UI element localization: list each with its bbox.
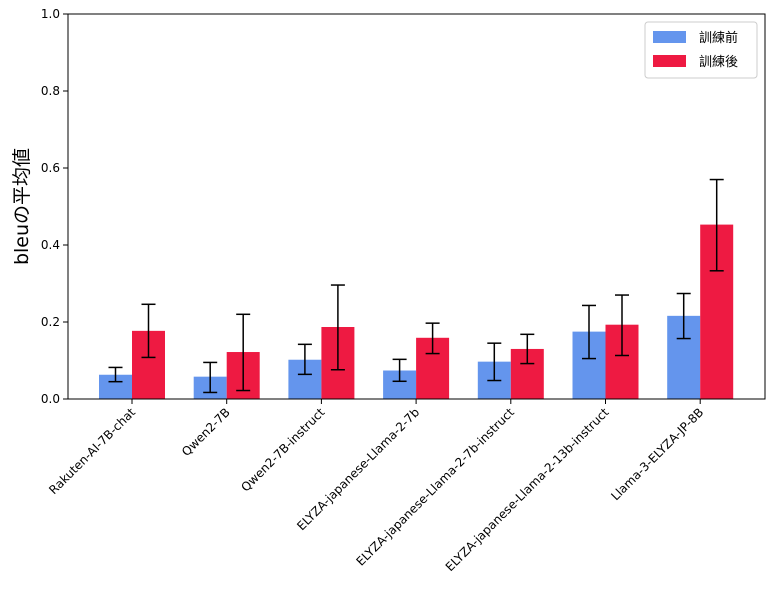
x-tick-label: Rakuten-AI-7B-chat [46,405,138,497]
error-bar-0-6 [676,292,691,340]
error-bar-0-0 [108,366,123,383]
x-tick-label: ELYZA-japanese-Llama-2-7b-instruct [353,405,517,569]
error-bar-1-6 [709,178,724,272]
y-ticks: 0.0 0.2 0.4 0.6 0.8 1.0 [41,7,68,406]
error-bar-0-3 [392,358,407,383]
error-bar-1-0 [141,303,156,359]
error-bar-1-1 [236,313,251,392]
error-bar-1-2 [330,284,345,371]
y-tick-label: 0.2 [41,315,60,329]
legend-swatch-0 [653,31,686,43]
error-bar-1-4 [520,333,535,365]
y-axis-label: bleuの平均値 [11,148,33,265]
y-tick-label: 0.0 [41,392,60,406]
y-tick-label: 0.8 [41,84,60,98]
bars-layer [99,224,734,399]
legend-swatch-1 [653,55,686,67]
x-tick-label: ELYZA-japanese-Llama-2-13b-instruct [443,405,612,574]
y-tick-label: 1.0 [41,7,60,21]
y-tick-label: 0.4 [41,238,60,252]
x-tick-label: Qwen2-7B [179,405,233,459]
x-tick-label: Llama-3-ELYZA-JP-8B [608,405,706,503]
error-bar-0-1 [203,361,218,394]
error-bar-0-5 [582,304,596,360]
legend-label-0: 訓練前 [699,30,738,46]
x-tick-label: Qwen2-7B-instruct [238,405,327,494]
error-bar-0-4 [487,342,502,382]
error-bar-0-2 [297,343,312,376]
legend-label-1: 訓練後 [699,54,738,70]
error-bar-1-3 [425,322,440,355]
error-bar-1-5 [615,294,629,357]
error-bars-layer [108,178,724,394]
y-tick-label: 0.6 [41,161,60,175]
x-ticks: Rakuten-AI-7B-chat Qwen2-7B Qwen2-7B-instr… [46,399,706,574]
